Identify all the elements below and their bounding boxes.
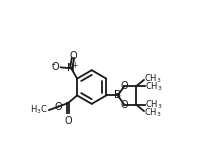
Text: N: N — [67, 63, 75, 73]
Text: -: - — [52, 59, 55, 69]
Text: O: O — [120, 81, 128, 91]
Text: B: B — [114, 91, 121, 100]
Text: O: O — [120, 100, 128, 110]
Text: +: + — [71, 61, 77, 70]
Text: O: O — [69, 51, 77, 61]
Text: CH$_3$: CH$_3$ — [144, 72, 162, 85]
Text: CH$_3$: CH$_3$ — [145, 98, 163, 111]
Text: O: O — [51, 62, 59, 72]
Text: O: O — [55, 102, 62, 112]
Text: CH$_3$: CH$_3$ — [144, 106, 162, 119]
Text: O: O — [64, 116, 72, 126]
Text: CH$_3$: CH$_3$ — [145, 80, 163, 92]
Text: H$_3$C: H$_3$C — [31, 104, 48, 116]
